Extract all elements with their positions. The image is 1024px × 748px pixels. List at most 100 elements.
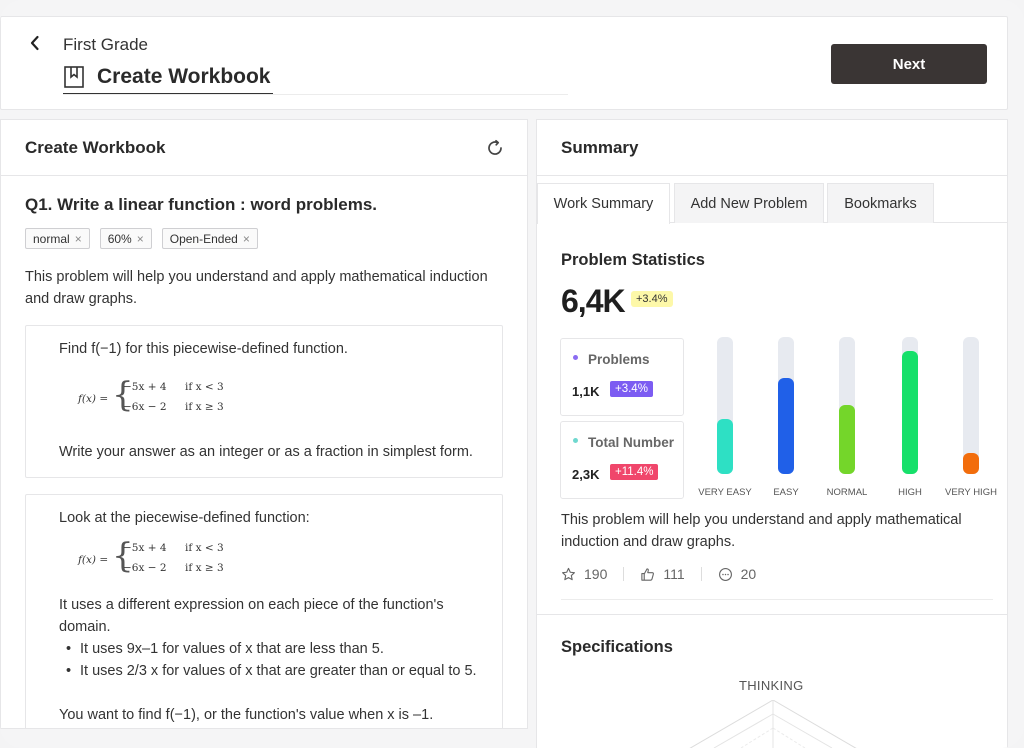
bar-fill	[902, 351, 918, 474]
bar-track	[839, 337, 855, 474]
expression-1: −5x + 4	[123, 542, 167, 554]
brace: {	[112, 536, 134, 576]
page-title: Create Workbook	[97, 65, 271, 88]
next-button[interactable]: Next	[831, 44, 987, 84]
bar-track	[717, 337, 733, 474]
page-header: First Grade Create Workbook Next	[0, 16, 1008, 110]
total-count: 6,4K	[561, 283, 626, 319]
legend-dot	[573, 355, 578, 360]
problem-explanation: It uses a different expression on each p…	[59, 597, 444, 635]
bar-track	[963, 337, 979, 474]
bar-track	[778, 337, 794, 474]
stats-title: Problem Statistics	[561, 251, 705, 269]
panel-header: Summary	[537, 120, 1007, 176]
refresh-icon[interactable]	[485, 138, 505, 158]
stat-label: Problems	[588, 352, 650, 367]
bar-label: VERY HIGH	[945, 487, 997, 498]
divider	[561, 599, 993, 600]
summary-panel: Summary Work Summary Add New Problem Boo…	[536, 119, 1008, 748]
panel-header: Create Workbook	[1, 120, 527, 176]
specifications-title: Specifications	[561, 638, 673, 656]
likes-count: 111	[663, 566, 685, 582]
comments-stat[interactable]: 20	[718, 566, 757, 582]
radar-axis-label: THINKING	[739, 678, 804, 693]
bar-label: EASY	[773, 487, 799, 498]
bar-fill	[778, 378, 794, 474]
summary-tabs: Work Summary Add New Problem Bookmarks	[537, 183, 1007, 224]
stat-value: 2,3K	[572, 467, 600, 482]
panel-title: Summary	[561, 138, 639, 157]
breadcrumb[interactable]: First Grade	[63, 35, 149, 54]
problem-instruction: Write your answer as an integer or as a …	[59, 444, 473, 460]
condition-1: if x < 3	[185, 542, 224, 554]
bar-label: VERY EASY	[698, 487, 752, 498]
create-workbook-panel: Create Workbook Q1. Write a linear funct…	[0, 119, 528, 729]
divider	[623, 567, 625, 581]
stars-stat[interactable]: 190	[561, 566, 607, 582]
tag-label: normal	[33, 231, 70, 246]
legend-dot	[573, 438, 578, 443]
bar-fill	[839, 405, 855, 474]
book-icon	[64, 66, 84, 88]
panel-title: Create Workbook	[25, 138, 166, 157]
total-number-stat-card: Total Number 2,3K +11.4%	[560, 421, 684, 499]
tag-difficulty[interactable]: normal ×	[25, 228, 90, 249]
list-item: It uses 9x–1 for values of x that are le…	[59, 638, 479, 660]
problem-final: You want to find f(−1), or the function'…	[59, 707, 434, 723]
header-divider	[63, 94, 568, 95]
tag-label: 60%	[107, 231, 132, 246]
tab-bookmarks[interactable]: Bookmarks	[827, 183, 934, 223]
bar-fill	[963, 453, 979, 474]
tag-list: normal × 60% × Open-Ended ×	[25, 228, 258, 249]
difficulty-bar-chart: VERY EASY EASY NORMAL HIGH VERY HIGH	[697, 337, 997, 502]
tag-type[interactable]: Open-Ended ×	[161, 228, 258, 249]
problem-prompt: Look at the piecewise-defined function:	[59, 510, 310, 526]
bullet-list: It uses 9x–1 for values of x that are le…	[59, 638, 479, 682]
stat-value: 1,1K	[572, 384, 600, 399]
list-item: It uses 2/3 x for values of x that are g…	[59, 660, 479, 682]
divider	[700, 567, 702, 581]
comment-icon	[718, 567, 732, 581]
function-name: f(x) =	[78, 554, 109, 566]
question-title: Q1. Write a linear function : word probl…	[25, 195, 378, 214]
problems-stat-card: Problems 1,1K +3.4%	[560, 338, 684, 416]
tab-add-new-problem[interactable]: Add New Problem	[674, 183, 824, 223]
tab-work-summary[interactable]: Work Summary	[537, 183, 670, 224]
expression-1: −5x + 4	[123, 381, 167, 393]
bar-label: NORMAL	[826, 487, 868, 498]
comments-count: 20	[740, 566, 757, 582]
bar-label: HIGH	[898, 487, 922, 498]
summary-description: This problem will help you understand an…	[561, 512, 962, 550]
stat-label: Total Number	[588, 435, 675, 450]
close-icon[interactable]: ×	[74, 231, 82, 246]
expression-2: −6x − 2	[123, 562, 167, 574]
total-change-badge: +3.4%	[631, 291, 673, 307]
close-icon[interactable]: ×	[242, 231, 250, 246]
close-icon[interactable]: ×	[136, 231, 144, 246]
page-title-tab: Create Workbook	[63, 61, 273, 95]
star-icon	[562, 567, 575, 580]
engagement-stats: 190 111 20	[561, 566, 756, 582]
function-name: f(x) =	[78, 393, 109, 405]
stat-change-badge: +11.4%	[610, 464, 659, 480]
expression-2: −6x − 2	[123, 401, 167, 413]
back-arrow-icon[interactable]	[25, 33, 45, 53]
tag-label: Open-Ended	[169, 231, 238, 246]
problem-card[interactable]: Look at the piecewise-defined function: …	[25, 494, 503, 728]
brace: {	[112, 375, 134, 415]
stars-count: 190	[584, 566, 608, 582]
likes-stat[interactable]: 111	[640, 566, 685, 582]
section-divider	[537, 614, 1007, 615]
problem-card[interactable]: Find f(−1) for this piecewise-defined fu…	[25, 325, 503, 478]
specifications-radar-chart	[689, 700, 857, 748]
bar-fill	[717, 419, 733, 474]
condition-1: if x < 3	[185, 381, 224, 393]
bar-track	[902, 337, 918, 474]
problem-prompt: Find f(−1) for this piecewise-defined fu…	[59, 341, 348, 357]
condition-2: if x ≥ 3	[185, 401, 224, 413]
tag-percent[interactable]: 60% ×	[99, 228, 152, 249]
question-description: This problem will help you understand an…	[25, 269, 488, 307]
condition-2: if x ≥ 3	[185, 562, 224, 574]
thumbs-up-icon	[641, 567, 655, 581]
